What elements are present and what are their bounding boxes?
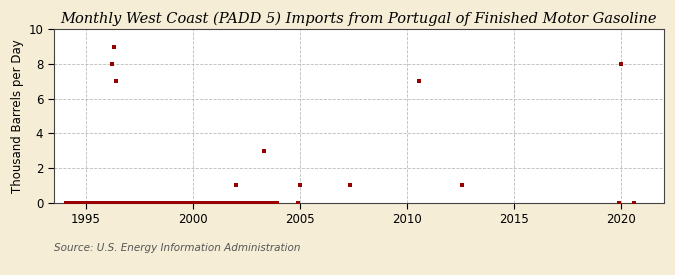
Text: Source: U.S. Energy Information Administration: Source: U.S. Energy Information Administ… <box>53 243 300 253</box>
Y-axis label: Thousand Barrels per Day: Thousand Barrels per Day <box>11 39 24 193</box>
Title: Monthly West Coast (PADD 5) Imports from Portugal of Finished Motor Gasoline: Monthly West Coast (PADD 5) Imports from… <box>61 11 657 26</box>
